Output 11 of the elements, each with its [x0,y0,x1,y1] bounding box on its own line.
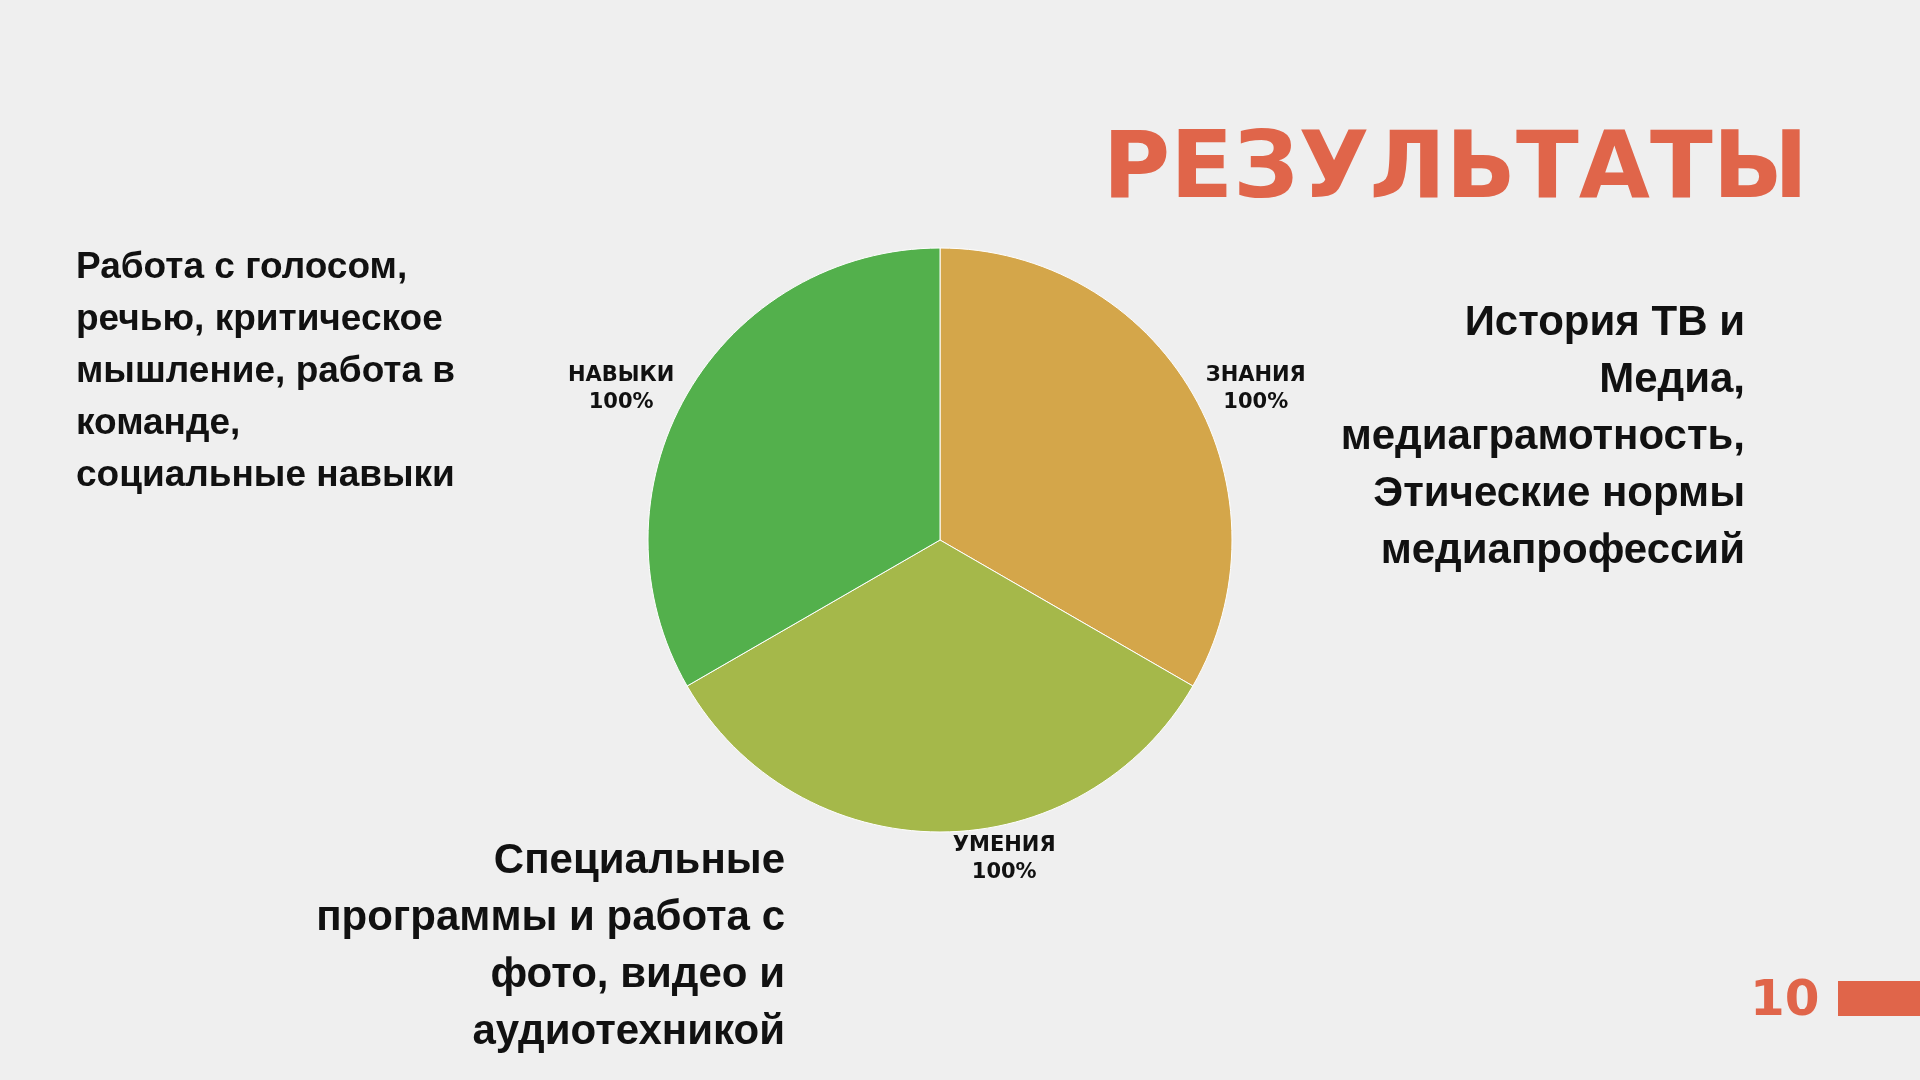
slice-label: ЗНАНИЯ [1205,361,1306,386]
chart-title: РЕЗУЛЬТАТЫ [1102,112,1808,220]
data-label: 100% [971,859,1037,884]
text: История ТВ и Медиа, медиаграмотность, Этические нормы медиапрофессий [1339,296,1745,574]
text: Специальные программы и работа с фото, видео и аудиотехникой [315,834,785,1055]
text: 10 [1750,968,1820,1028]
data-label: 100% [588,389,654,414]
slice-label: НАВЫКИ [567,361,675,386]
data-label: 100% [1223,389,1289,414]
slice-label: УМЕНИЯ [952,832,1056,856]
text: Работа с голосом, речью, критическое мышление, работа в команде, социальные навыки [76,244,457,496]
